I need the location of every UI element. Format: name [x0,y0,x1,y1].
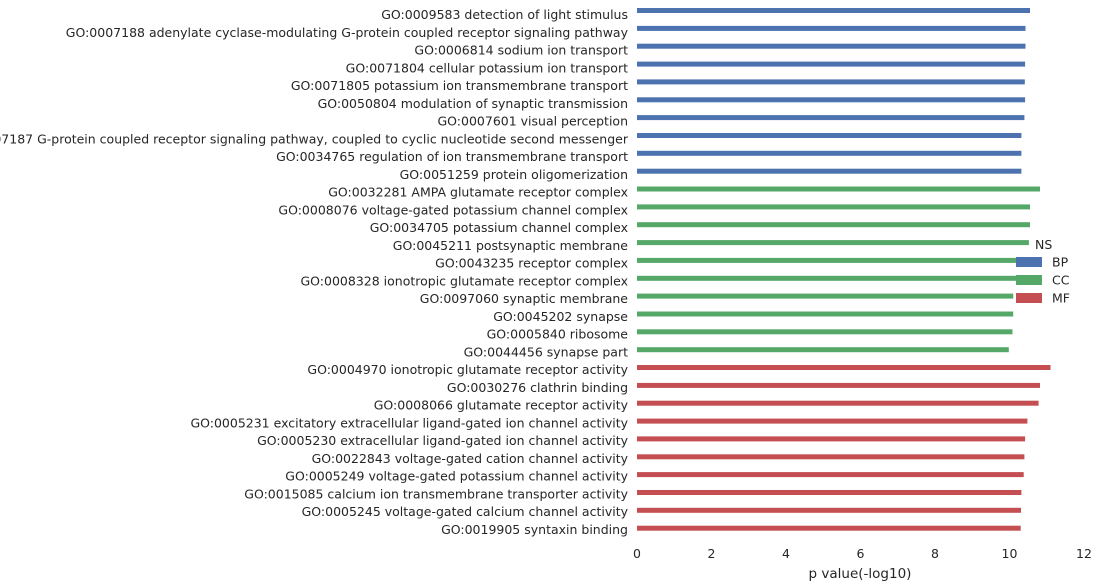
category-label: GO:0007187 G-protein coupled receptor si… [0,131,629,146]
bar-cc [637,204,1030,210]
category-label: GO:0045202 synapse [493,309,628,324]
legend: NS BP CC MF [1016,237,1070,306]
bar-mf [637,454,1025,460]
x-tick-label: 12 [1076,546,1092,561]
category-label: GO:0007601 visual perception [437,114,628,129]
legend-title: NS [1035,237,1052,252]
category-label: GO:0030276 clathrin binding [447,380,628,395]
bars [637,8,1051,531]
category-label: GO:0050804 modulation of synaptic transm… [318,96,628,111]
category-label: GO:0008076 voltage-gated potassium chann… [278,202,628,217]
bar-bp [637,150,1022,156]
category-label: GO:0043235 receptor complex [435,256,628,271]
bar-cc [637,311,1014,317]
bar-bp [637,115,1025,121]
bar-mf [637,365,1051,370]
bar-bp [637,25,1026,31]
category-label: GO:0071804 cellular potassium ion transp… [346,60,628,75]
category-label: GO:0022843 voltage-gated cation channel … [312,451,629,466]
x-tick-label: 8 [931,546,939,561]
category-label: GO:0044456 synapse part [464,344,628,359]
bar-mf [637,418,1028,424]
bar-mf [637,400,1039,406]
category-labels: GO:0009583 detection of light stimulus GO… [0,7,629,537]
category-label: GO:0019905 syntaxin binding [441,522,628,537]
legend-label-cc: CC [1052,273,1070,288]
x-tick-label: 2 [708,546,716,561]
bar-bp [637,168,1022,174]
legend-label-mf: MF [1052,291,1070,306]
bar-bp [637,61,1026,67]
category-label: GO:0009583 detection of light stimulus [381,7,628,22]
bar-cc [637,275,1027,281]
bar-mf [637,490,1022,495]
category-label: GO:0005245 voltage-gated calcium channel… [302,504,629,519]
category-label: GO:0008066 glutamate receptor activity [374,398,629,413]
category-label: GO:0005249 voltage-gated potassium chann… [285,469,628,484]
x-axis-title: p value(-log10) [809,566,912,582]
x-tick-label: 6 [857,546,865,561]
category-label: GO:0005231 excitatory extracellular liga… [190,415,628,430]
bar-cc [637,329,1013,335]
category-label: GO:0007188 adenylate cyclase-modulating … [66,25,629,40]
bar-cc [637,222,1030,228]
bar-bp [637,79,1025,85]
x-tick-label: 10 [1002,546,1018,561]
bar-cc [637,293,1014,299]
bar-cc [637,186,1040,192]
category-label: GO:0008328 ionotropic glutamate receptor… [301,273,629,288]
category-label: GO:0034705 potassium channel complex [370,220,628,235]
bar-cc [637,347,1009,353]
category-label: GO:0006814 sodium ion transport [414,43,628,58]
category-label: GO:0097060 synaptic membrane [420,291,629,306]
category-label: GO:0032281 AMPA glutamate receptor compl… [328,185,628,200]
bar-mf [637,507,1021,513]
category-label: GO:0015085 calcium ion transmembrane tra… [244,486,628,501]
bar-bp [637,133,1022,138]
category-label: GO:0005840 ribosome [487,327,629,342]
bar-mf [637,382,1040,388]
category-label: GO:0034765 regulation of ion transmembra… [276,149,628,164]
bar-cc [637,240,1029,246]
bar-mf [637,472,1024,478]
bar-mf [637,525,1021,531]
category-label: GO:0051259 protein oligomerization [400,167,628,182]
bar-bp [637,43,1026,49]
category-label: GO:0071805 potassium ion transmembrane t… [291,78,628,93]
x-tick-label: 4 [782,546,790,561]
bar-bp [637,8,1030,13]
bar-cc [637,257,1027,263]
legend-swatch-mf [1016,293,1042,303]
legend-swatch-cc [1016,275,1042,285]
legend-swatch-bp [1016,257,1042,267]
category-label: GO:0004970 ionotropic glutamate receptor… [307,362,628,377]
x-tick-label: 0 [633,546,641,561]
category-label: GO:0045211 postsynaptic membrane [393,238,629,253]
bar-mf [637,436,1026,442]
legend-label-bp: BP [1052,255,1069,270]
category-label: GO:0005230 extracellular ligand-gated io… [257,433,629,448]
x-axis-ticks: 0 2 4 6 8 10 12 [633,546,1092,561]
bar-bp [637,97,1026,103]
